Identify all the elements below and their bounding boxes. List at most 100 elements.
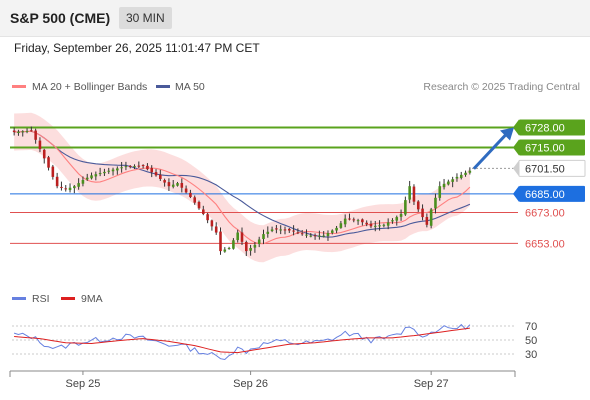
x-tick-label-0: Sep 25 <box>65 378 100 390</box>
candle-body <box>262 234 265 240</box>
candle-body <box>373 225 377 227</box>
x-axis: Sep 25 Sep 26 Sep 27 <box>9 370 516 390</box>
rsi-ma-legend-swatch <box>61 297 75 300</box>
candle-body <box>451 179 454 182</box>
candle-body <box>73 186 76 189</box>
candle-body <box>300 233 304 235</box>
candle-body <box>77 183 80 187</box>
candle-body <box>210 220 214 227</box>
x-tick-label-2: Sep 27 <box>414 378 449 390</box>
candle-body <box>253 244 257 248</box>
candle-body <box>404 200 407 215</box>
candle-body <box>128 165 132 167</box>
candle-body <box>159 174 162 179</box>
ma20-legend-label: MA 20 + Bollinger Bands <box>32 81 147 93</box>
candle-body <box>266 231 270 234</box>
candle-body <box>352 219 356 221</box>
candle-body <box>124 166 128 168</box>
ma20-legend-swatch <box>12 85 26 88</box>
candle-body <box>38 140 42 150</box>
candle-body <box>459 174 463 178</box>
candle-body <box>64 188 68 190</box>
candle-body <box>90 175 93 179</box>
candle-body <box>425 217 429 225</box>
candle-body <box>455 176 459 179</box>
rsi-legend: RSI 9MA <box>12 293 103 305</box>
candle-body <box>189 192 192 197</box>
chart-datetime: Friday, September 26, 2025 11:01:47 PM C… <box>14 41 260 55</box>
candle-body <box>275 228 278 230</box>
candle-body <box>318 235 321 237</box>
candle-body <box>30 130 33 132</box>
candle-body <box>416 201 420 210</box>
forecast-arrow-head <box>500 127 514 141</box>
level-label-6673.00: 6673.00 <box>525 207 565 219</box>
candle-body <box>296 232 300 234</box>
candle-body <box>408 186 411 200</box>
candle-body <box>283 229 287 231</box>
candle-body <box>171 184 175 187</box>
candle-body <box>322 235 325 237</box>
interval-button[interactable]: 30 MIN <box>119 7 172 29</box>
rsi-tick-50: 50 <box>525 335 537 347</box>
candle-body <box>288 228 291 231</box>
candle-body <box>378 225 381 227</box>
rsi-tick-30: 30 <box>525 349 537 361</box>
candle-body <box>214 226 218 233</box>
candle-body <box>412 186 416 202</box>
forecast-arrow-shaft <box>472 132 509 170</box>
candle-body <box>116 168 119 171</box>
candle-body <box>12 130 16 133</box>
level-box-6715.00 <box>519 139 585 156</box>
rsi-ma-line <box>14 327 470 354</box>
candle-body <box>292 230 295 232</box>
candle-body <box>249 248 252 251</box>
candle-body <box>468 170 472 173</box>
level-label-6685.00: 6685.00 <box>525 189 565 201</box>
candle-body <box>386 222 390 226</box>
candle-body <box>382 224 386 226</box>
candle-body <box>442 183 446 188</box>
candle-body <box>270 229 274 232</box>
ma50-legend-swatch <box>156 85 170 88</box>
candle-body <box>25 130 29 132</box>
level-box-6685.00 <box>519 185 585 202</box>
candle-body <box>120 167 123 169</box>
candle-body <box>279 229 282 231</box>
level-label-6653.00: 6653.00 <box>525 238 565 250</box>
rsi-legend-swatch <box>12 297 26 300</box>
rsi-tick-70: 70 <box>525 321 537 333</box>
candle-body <box>98 173 102 175</box>
rsi-line <box>13 323 471 361</box>
x-tick-label-1: Sep 26 <box>233 378 268 390</box>
candle-body <box>42 149 46 159</box>
candle-body <box>47 157 50 168</box>
candle-body <box>399 214 403 217</box>
candle-body <box>94 174 98 177</box>
candle-body <box>223 249 227 252</box>
candle-body <box>326 233 330 236</box>
symbol-title: S&P 500 (CME) <box>10 10 111 26</box>
chart-header: S&P 500 (CME) 30 MIN <box>0 0 590 37</box>
candle-body <box>103 171 106 174</box>
level-box-6728.00 <box>519 119 585 136</box>
candle-body <box>309 235 313 237</box>
legend: MA 20 + Bollinger Bands MA 50 Research ©… <box>12 81 580 93</box>
candle-body <box>330 230 334 233</box>
candle-body <box>361 219 364 223</box>
candle-body <box>339 223 343 228</box>
candle-body <box>81 180 85 184</box>
candle-body <box>180 183 184 188</box>
candle-body <box>146 165 149 170</box>
candle-body <box>257 239 261 245</box>
candle-body <box>335 227 338 231</box>
candle-body <box>141 165 145 167</box>
candle-body <box>197 201 201 209</box>
candle-body <box>227 248 231 249</box>
candle-body <box>421 208 424 218</box>
level-pointer-6715.00 <box>513 139 519 156</box>
candle-body <box>163 180 166 183</box>
ma50-line <box>14 130 471 238</box>
ma50-legend-label: MA 50 <box>175 81 205 93</box>
level-label-6701.50: 6701.50 <box>525 163 565 175</box>
